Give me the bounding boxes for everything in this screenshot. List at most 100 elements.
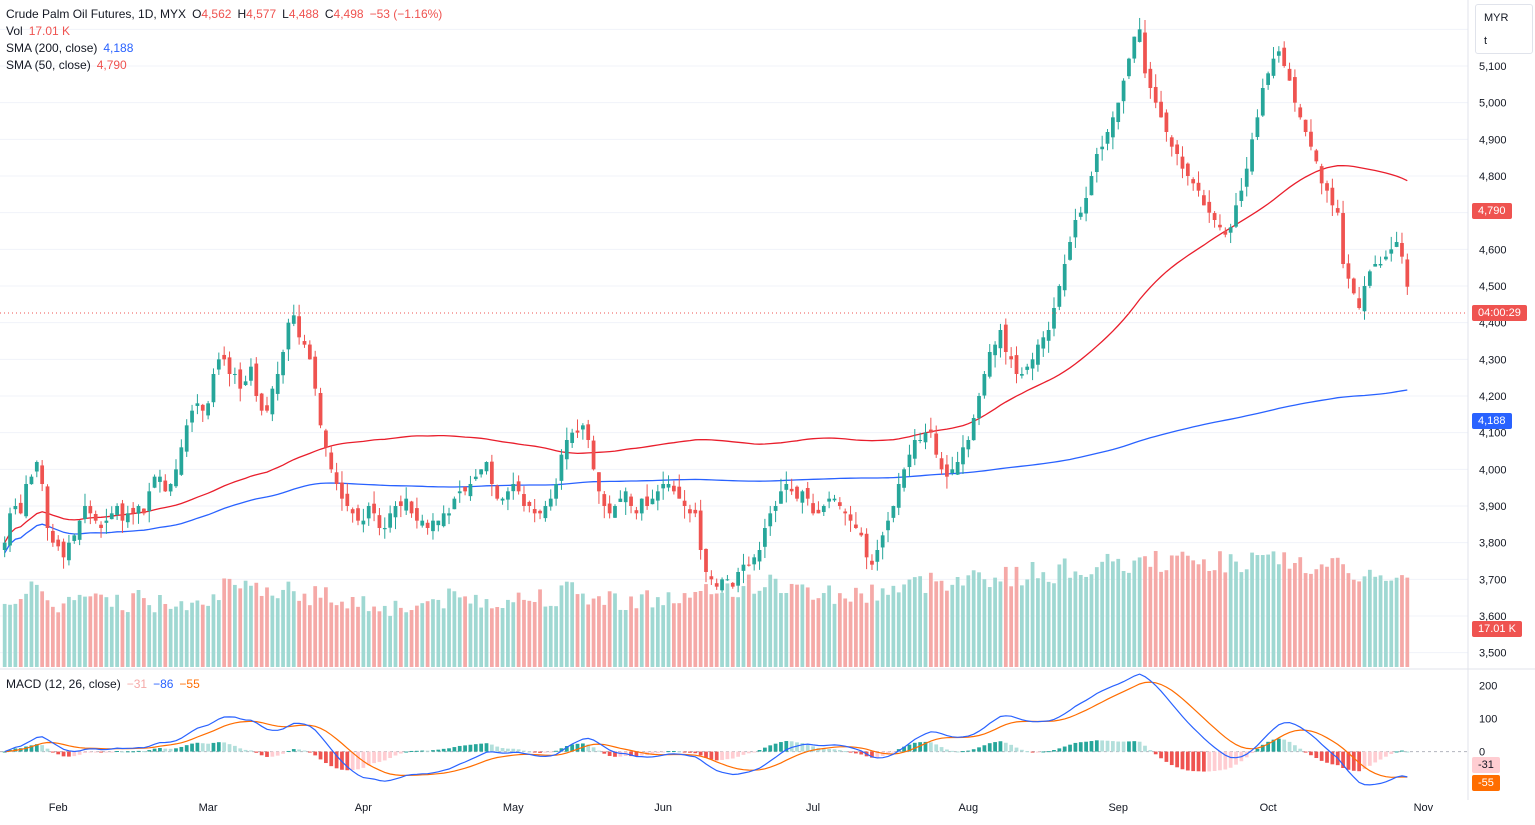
- candle-body: [1207, 201, 1212, 213]
- macd-hist-bar: [688, 751, 692, 753]
- macd-hist-bar: [163, 748, 168, 752]
- candle-body: [907, 454, 912, 468]
- sma200-path: [4, 389, 1408, 554]
- candle-body: [1250, 139, 1254, 172]
- volume-bar: [222, 578, 227, 667]
- candle-body: [843, 511, 848, 514]
- candle-body: [1314, 150, 1319, 162]
- candle-body: [163, 480, 168, 492]
- macd-hist-bar: [195, 742, 200, 752]
- candle-body: [784, 484, 789, 490]
- candle-body: [484, 462, 489, 472]
- volume-label: Vol: [6, 24, 23, 38]
- volume-bar: [580, 593, 585, 667]
- macd-hist-bar: [698, 751, 703, 756]
- open-label: O: [192, 7, 202, 21]
- macd-hist-bar: [495, 746, 500, 752]
- macd-hist-bar: [168, 748, 173, 752]
- volume-bar: [8, 604, 12, 667]
- symbol-title[interactable]: Crude Palm Oil Futures, 1D, MYX: [6, 7, 187, 21]
- sma200-legend-row[interactable]: SMA (200, close) 4,188: [6, 40, 442, 57]
- candle-body: [1335, 208, 1340, 213]
- macd-hist-bar: [45, 748, 50, 752]
- macd-hist-bar: [1405, 751, 1410, 753]
- volume-bar: [1367, 569, 1372, 667]
- volume-bar: [1357, 581, 1362, 667]
- macd-signal-tag: -55: [1472, 775, 1500, 791]
- volume-bar: [1362, 576, 1367, 667]
- macd-hist-bar: [1319, 751, 1324, 761]
- macd-hist-bar: [463, 745, 467, 752]
- volume-bar: [1143, 556, 1147, 667]
- macd-hist-bar: [211, 742, 216, 752]
- volume-legend-row[interactable]: Vol 17.01 K: [6, 23, 442, 40]
- candle-body: [618, 498, 623, 502]
- volume-bar: [864, 602, 869, 667]
- sma50-legend-row[interactable]: SMA (50, close) 4,790: [6, 57, 442, 74]
- volume-bar: [313, 586, 318, 667]
- volume-bar: [1260, 555, 1265, 667]
- macd-hist-bar: [1014, 747, 1019, 752]
- macd-hist-bar: [629, 751, 633, 757]
- volume-bar: [1298, 557, 1303, 667]
- candle-body: [147, 491, 152, 512]
- candle-body: [773, 506, 778, 511]
- volume-bar: [195, 600, 200, 667]
- macd-legend[interactable]: MACD (12, 26, close) −31 −86 −55: [6, 676, 200, 693]
- candle-body: [436, 520, 441, 526]
- volume-bar: [34, 584, 39, 667]
- macd-hist-bar: [821, 748, 826, 752]
- candle-body: [1100, 146, 1105, 150]
- volume-bar: [243, 580, 248, 667]
- macd-hist-bar: [1293, 745, 1297, 752]
- macd-hist-bar: [720, 751, 724, 760]
- candle-body: [1073, 220, 1078, 238]
- time-axis[interactable]: FebMarAprMayJunJulAugSepOctNovDec2025: [49, 802, 1535, 814]
- volume-bar: [1153, 550, 1158, 667]
- candle-body: [1019, 374, 1024, 376]
- volume-bar: [602, 604, 607, 667]
- volume-bar: [125, 612, 130, 667]
- macd-hist-bar: [982, 745, 987, 752]
- macd-hist-bar: [1384, 751, 1388, 757]
- macd-hist-bar: [1084, 741, 1088, 752]
- candle-body: [795, 486, 799, 499]
- unit-selector[interactable]: MYR t: [1475, 4, 1533, 54]
- volume-bar: [1351, 579, 1356, 667]
- macd-hist-bar: [1180, 751, 1185, 770]
- candle-body: [896, 484, 901, 508]
- volume-bar: [1250, 552, 1254, 667]
- macd-hist-bar: [1175, 751, 1179, 768]
- volume-bar: [837, 593, 842, 667]
- macd-tick-label: 100: [1479, 713, 1497, 725]
- macd-hist-bar: [1394, 751, 1399, 753]
- volume-bar: [741, 586, 746, 667]
- candle-body: [238, 369, 243, 389]
- macd-hist-bar: [591, 747, 596, 752]
- macd-axis[interactable]: 0 100 200: [1479, 680, 1497, 758]
- macd-hist-bar: [72, 751, 77, 757]
- candle-body: [99, 524, 103, 528]
- volume-bar: [586, 604, 591, 667]
- macd-hist-value: −31: [126, 677, 148, 691]
- time-tick-label: Nov: [1414, 802, 1434, 814]
- volume-bar: [1389, 580, 1394, 667]
- time-tick-label: Jul: [806, 802, 820, 814]
- macd-hist-bar: [1276, 738, 1281, 752]
- volume-bar: [779, 593, 783, 667]
- volume-bar: [307, 605, 312, 667]
- price-axis[interactable]: 3,500 3,600 3,700 3,800 3,900 4,000 4,100 4,200…: [1479, 24, 1507, 659]
- macd-hist-bar: [848, 751, 853, 753]
- volume-bar: [564, 581, 569, 667]
- volume-bar: [452, 591, 457, 667]
- macd-hist-bar: [709, 751, 714, 760]
- volume-bar: [1239, 572, 1244, 667]
- volume-bar: [1244, 569, 1249, 667]
- macd-hist-bar: [1362, 751, 1367, 770]
- macd-hist-bar: [158, 747, 162, 752]
- macd-hist-bar: [152, 748, 157, 752]
- macd-hist-bar: [500, 748, 505, 752]
- volume-bar: [431, 599, 435, 667]
- macd-hist-bar: [243, 749, 248, 752]
